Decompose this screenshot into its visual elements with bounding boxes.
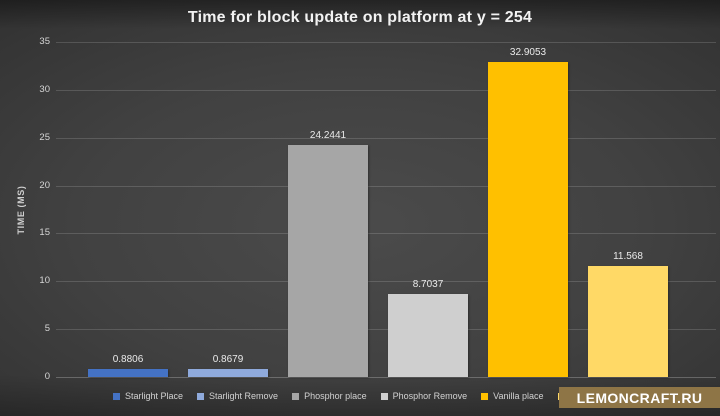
legend-swatch-icon — [481, 392, 489, 400]
plot-area: 0.8806 0.8679 24.2441 8.7037 32.9053 11.568 — [56, 42, 716, 378]
legend-item-4: Vanilla place — [481, 391, 544, 401]
legend-label-1: Starlight Remove — [209, 391, 279, 401]
y-tick-label-10: 10 — [39, 275, 50, 287]
gridline-y0 — [56, 377, 716, 378]
bar-0 — [88, 368, 168, 377]
bar-1 — [188, 368, 268, 377]
legend-item-0: Starlight Place — [113, 391, 183, 401]
bar-3 — [388, 293, 468, 377]
bar-5 — [588, 266, 668, 377]
gridline-y35 — [56, 42, 716, 43]
y-tick-label-25: 25 — [39, 131, 50, 143]
bar-value-label-4: 32.9053 — [509, 47, 547, 58]
y-axis-tick-labels: 0 5 10 15 20 25 30 35 — [26, 36, 50, 382]
bar-2 — [288, 144, 368, 377]
legend-swatch-icon — [292, 392, 300, 400]
legend-item-3: Phosphor Remove — [380, 391, 468, 401]
legend-swatch-icon — [113, 392, 120, 400]
bar-slot-0: 0.8806 — [78, 42, 178, 377]
gridline-y10 — [56, 281, 716, 283]
gridline-y25 — [56, 137, 716, 139]
bar-slot-2: 24.2441 — [278, 42, 378, 377]
y-tick-label-20: 20 — [39, 179, 50, 191]
y-tick-label-0: 0 — [44, 371, 50, 382]
gridline-y30 — [56, 89, 716, 91]
bar-value-label-5: 11.568 — [613, 251, 643, 263]
bar-value-label-0: 0.8806 — [112, 353, 144, 365]
legend-label-4: Vanilla place — [493, 391, 544, 401]
y-tick-label-5: 5 — [44, 323, 50, 335]
bar-slot-5: 11.568 — [578, 42, 678, 377]
bar-slot-4: 32.9053 — [478, 42, 578, 377]
y-tick-label-30: 30 — [39, 83, 50, 95]
bar-slot-1: 0.8679 — [178, 42, 278, 377]
watermark-banner: LEMONCRAFT.RU — [559, 387, 720, 408]
legend-label-3: Phosphor Remove — [392, 391, 468, 401]
legend-swatch-icon — [197, 392, 205, 400]
chart-title: Time for block update on platform at y =… — [187, 9, 533, 26]
bar-slot-3: 8.7037 — [378, 42, 478, 377]
y-tick-label-15: 15 — [39, 227, 50, 239]
legend-label-0: Starlight Place — [125, 391, 184, 401]
gridline-y20 — [56, 185, 716, 187]
legend-item-2: Phosphor place — [292, 391, 367, 401]
bar-value-label-1: 0.8679 — [212, 353, 244, 365]
bar-value-label-2: 24.2441 — [309, 129, 347, 141]
bars-container: 0.8806 0.8679 24.2441 8.7037 32.9053 11.568 — [78, 42, 678, 377]
bar-4 — [488, 62, 568, 377]
watermark-text: LEMONCRAFT.RU — [576, 389, 703, 406]
legend-item-1: Starlight Remove — [197, 391, 278, 401]
gridline-y5 — [56, 329, 716, 331]
legend-swatch-icon — [380, 392, 388, 400]
y-tick-label-35: 35 — [39, 36, 50, 47]
legend-label-2: Phosphor place — [304, 391, 367, 401]
legend: Starlight Place Starlight Remove Phosphor … — [113, 389, 584, 403]
y-axis-title: TIME (MS) — [16, 185, 26, 235]
gridline-y15 — [56, 233, 716, 235]
bar-value-label-3: 8.7037 — [412, 278, 444, 290]
